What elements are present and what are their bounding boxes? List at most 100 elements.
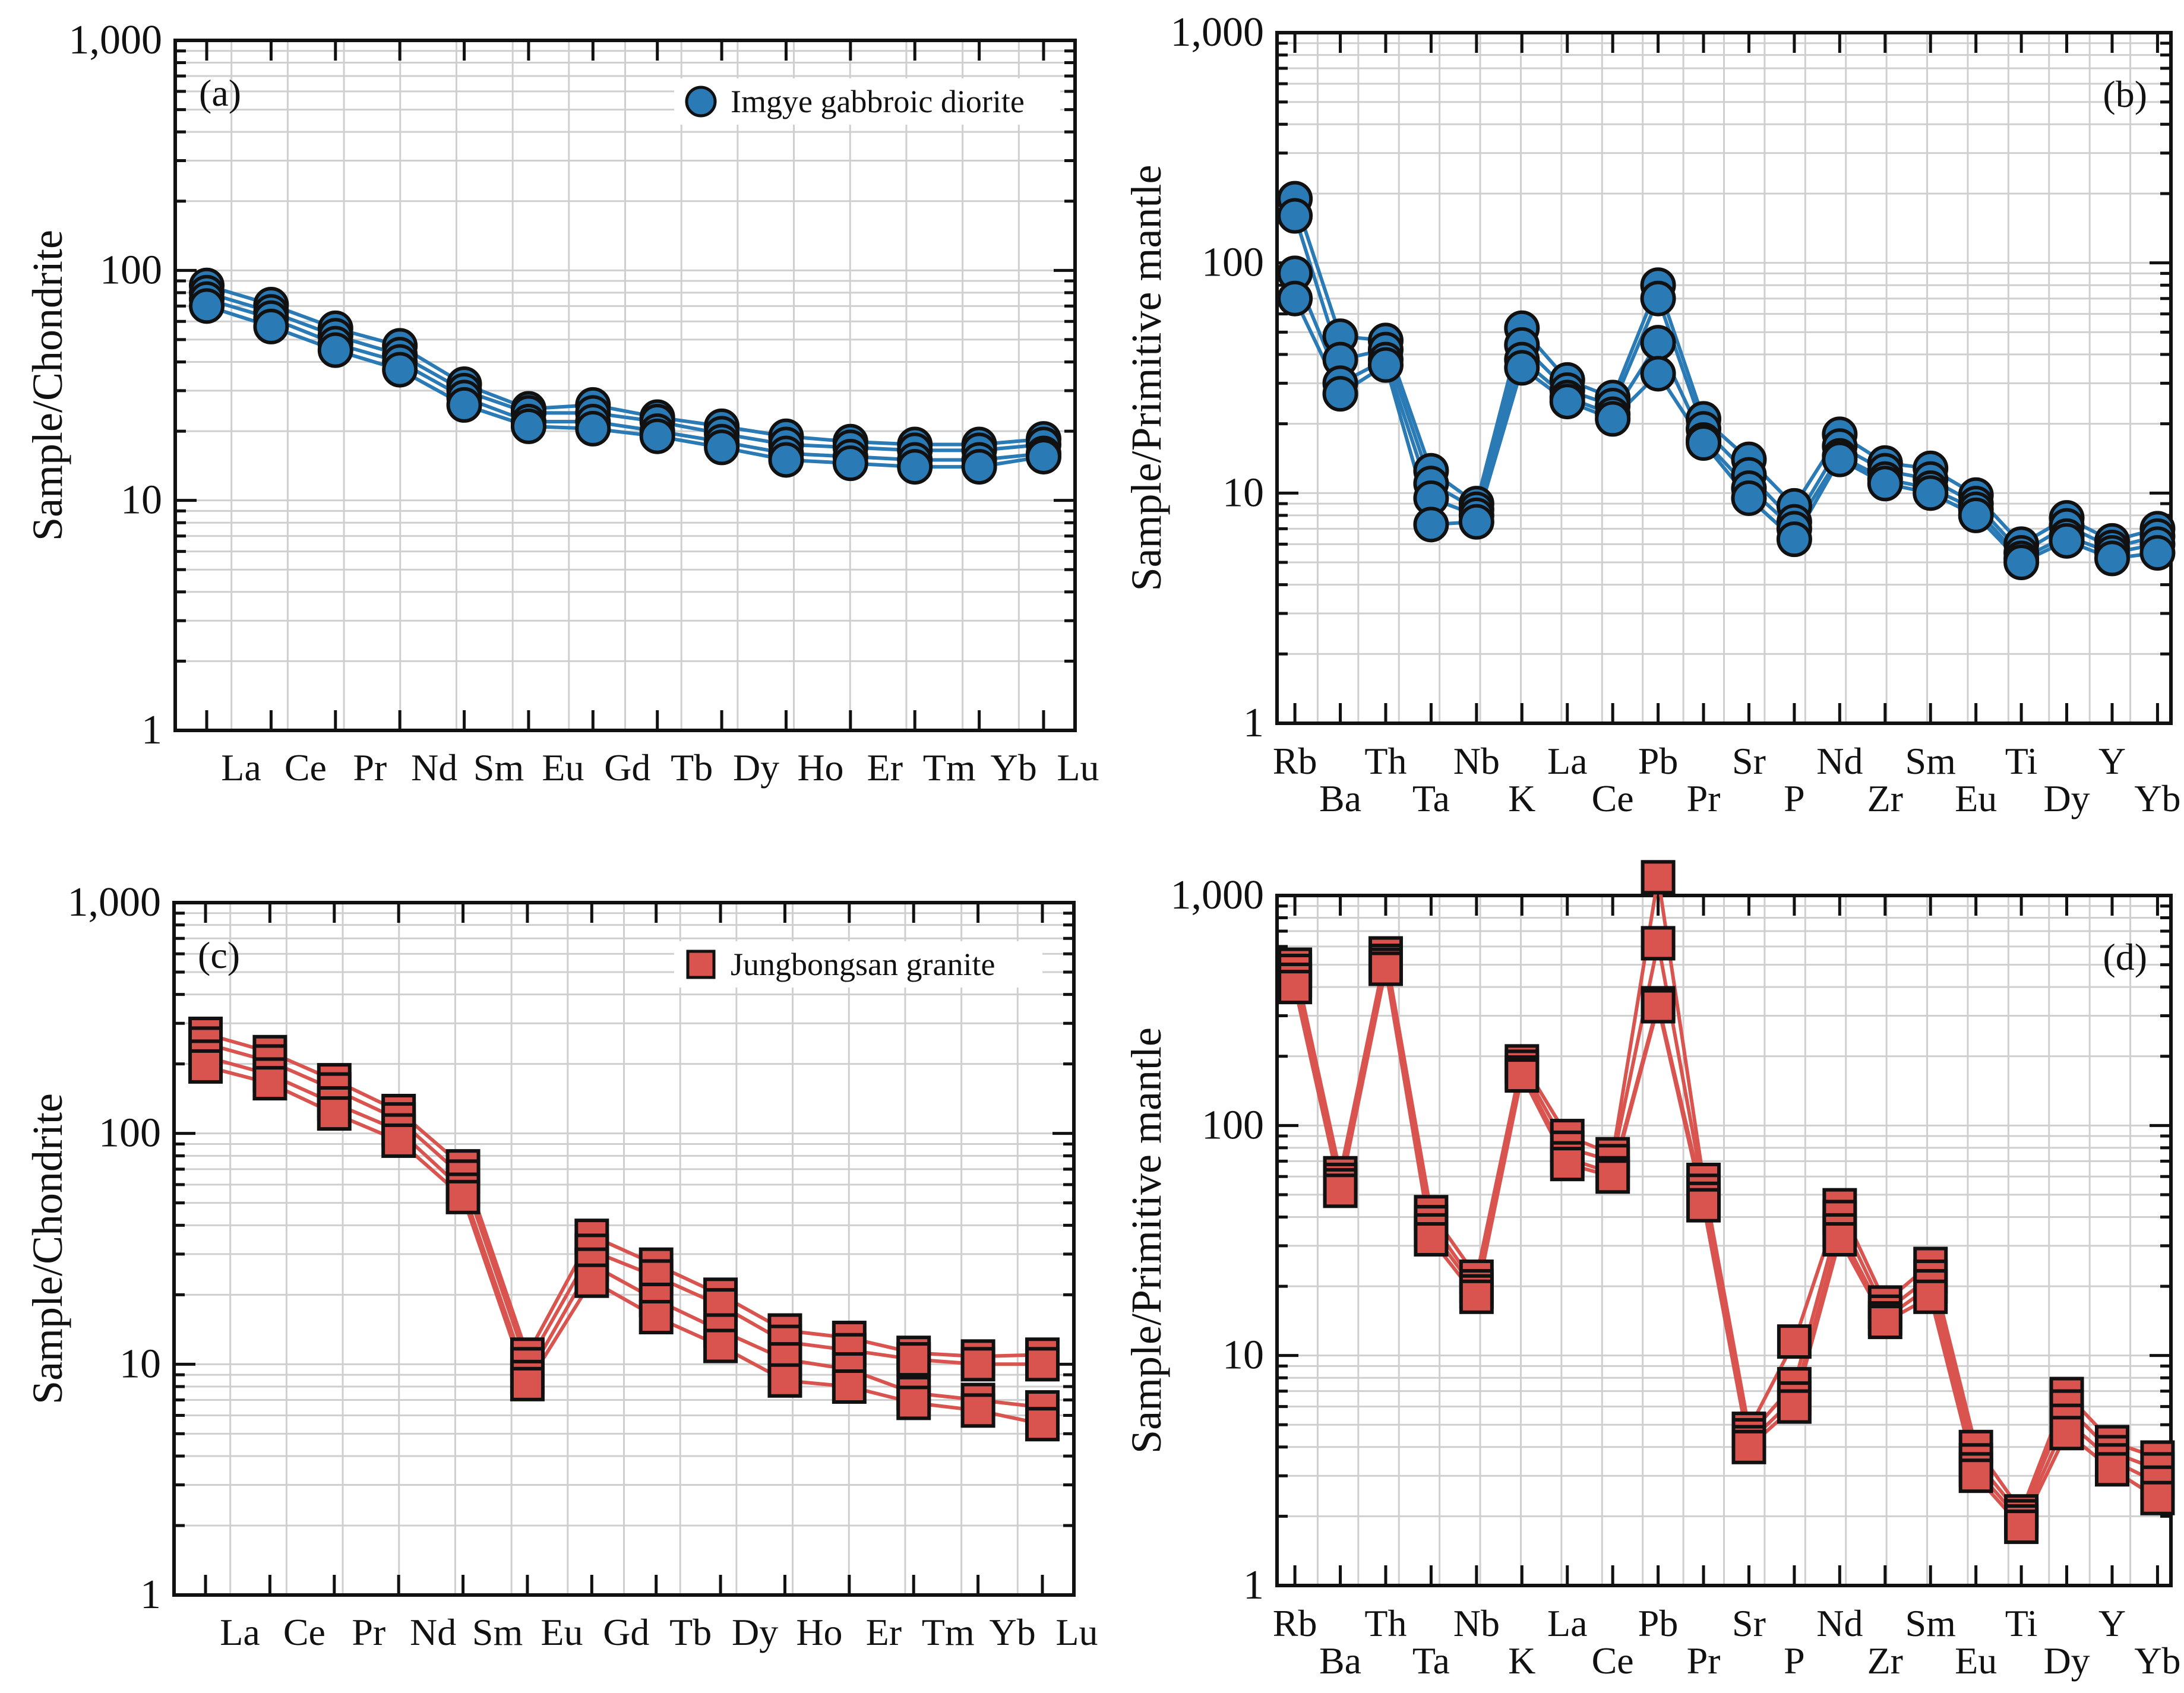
data-point [253,308,289,344]
y-tick-label: 10 [121,477,162,523]
y-tick-label: 1,000 [69,17,163,63]
data-point [1278,970,1313,1005]
data-point [1731,1429,1766,1464]
chart-panel-a: 1 10 100 1,000 La Ce Pr Nd Sm Eu Gd Tb Dy Ho Er Tm Yb Lu S… [24,17,1099,789]
data-point [832,1369,867,1404]
x-tick-label: Y [2098,1602,2126,1644]
data-point [1731,480,1767,516]
data-point [1367,347,1404,383]
x-tick-label: Ti [2005,1602,2038,1644]
data-point [189,288,225,324]
x-tick-label: Sm [1905,740,1956,782]
panel-label: (a) [199,72,241,114]
x-tick-label: Ba [1319,1640,1361,1682]
legend-marker [685,86,717,118]
series-markers [189,267,1061,485]
x-tick-label: Ta [1412,1640,1450,1682]
x-tick-label: Yb [2134,777,2180,819]
y-tick-label: 1 [140,1572,161,1618]
data-point [2140,1480,2175,1515]
data-point [1958,497,1994,533]
y-ticks [175,39,1075,732]
x-tick-label: Ce [285,746,327,789]
panel-label: (d) [2103,936,2147,978]
data-point [1504,350,1540,386]
y-axis-label: Sample/Primitive mantle [1123,1027,1170,1454]
data-point [1277,280,1313,317]
y-tick-label: 10 [1222,470,1264,515]
data-point [1777,1389,1812,1424]
grid [175,40,1075,730]
x-tick-label: Rb [1273,1602,1317,1644]
data-point [2049,523,2085,559]
data-point [1025,1407,1060,1442]
y-tick-label: 10 [119,1341,161,1387]
series-markers [188,1017,1060,1442]
y-ticks [1277,894,2171,1587]
x-tick-label: Pr [352,1611,385,1653]
data-point [317,1096,352,1131]
data-point [1640,325,1676,361]
data-point [1640,356,1676,392]
data-point [960,1347,995,1382]
x-tick-label: Tb [671,746,713,789]
y-tick-label: 100 [99,1110,161,1156]
x-tick-label: Yb [990,746,1036,789]
legend: Imgye gabbroic diorite [674,78,1060,125]
y-axis-label: Sample/Chondrite [24,230,71,541]
legend-box [674,941,1042,988]
data-point [381,1123,416,1158]
x-tick-label: Rb [1273,740,1317,782]
x-tick-label: Pb [1638,1602,1679,1644]
y-tick-label: 1,000 [68,879,162,925]
data-point [1641,989,1676,1024]
data-point [1458,504,1494,540]
data-point [575,410,611,447]
x-tick-label: Ba [1319,777,1361,819]
x-tick-label: Nd [1816,1602,1863,1644]
data-point [1549,384,1585,420]
x-tick-label: Dy [733,746,779,789]
x-tick-label: Lu [1055,1611,1098,1653]
x-tick-label: P [1784,777,1805,819]
data-point [960,1393,995,1428]
x-tick-label: Lu [1057,746,1099,789]
data-point [1323,1173,1358,1208]
data-point [317,332,353,368]
x-tick-label: La [220,1611,260,1653]
data-point [1595,401,1631,437]
x-tick-label: Pr [353,746,387,789]
x-tick-label: Pb [1638,740,1679,782]
y-tick-label: 100 [100,247,162,293]
data-point [639,418,675,454]
x-tick-label: K [1508,777,1535,819]
data-point [2049,1416,2084,1451]
data-point [1641,860,1676,895]
x-tick-label: K [1508,1640,1535,1682]
x-tick-label: Yb [2134,1640,2180,1682]
plot-frame [1275,894,2173,1587]
data-point [1822,441,1858,477]
legend: Jungbongsan granite [674,941,1042,988]
x-tick-label: Eu [1955,1640,1997,1682]
x-tick-label: Nd [1816,740,1863,782]
x-tick-label: Gd [604,746,650,789]
x-tick-label: Ce [1592,1640,1634,1682]
data-point [1822,1222,1857,1257]
x-tick-label: Er [866,1611,902,1653]
x-tick-label: Ce [283,1611,325,1653]
x-tick-label: Nb [1453,740,1500,782]
data-point [768,442,804,478]
data-point [1459,1279,1494,1314]
data-point [2004,1510,2039,1545]
chart-panel-c: 1 10 100 1,000 La Ce Pr Nd Sm Eu Gd Tb Dy Ho Er Tm Yb Lu S… [24,879,1098,1653]
x-tick-label: Th [1364,740,1407,782]
data-point [1913,475,1949,511]
data-point [896,1342,931,1377]
grid [1277,33,2171,723]
legend-box [674,78,1060,125]
legend-marker [686,950,716,979]
x-tick-label: Ho [796,1611,842,1653]
